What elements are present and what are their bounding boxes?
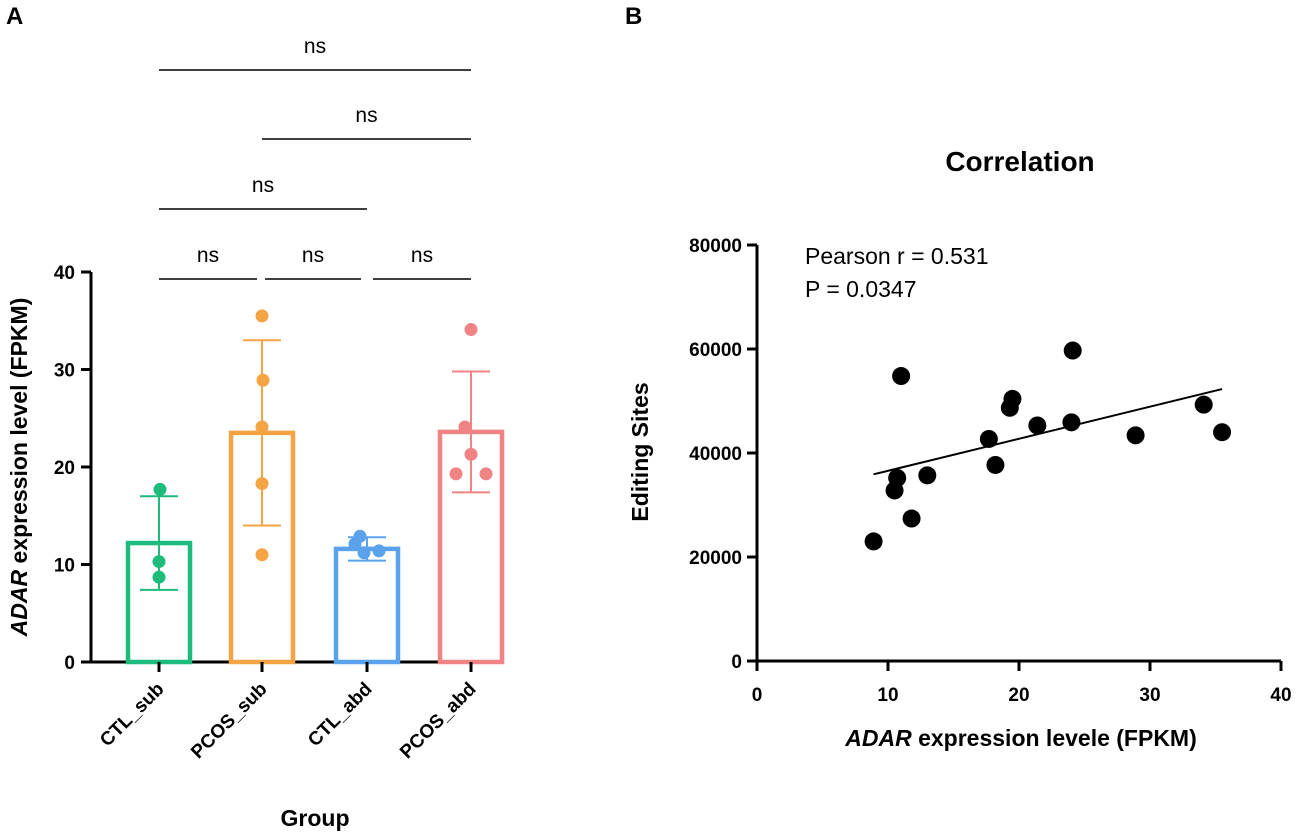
scatter-x-axis-title-rest: expression levele (FPKM)	[912, 725, 1197, 751]
data-point	[458, 420, 472, 434]
bar-category-label: CTL_sub	[96, 679, 168, 751]
panel-a-label: A	[6, 3, 23, 30]
data-point	[449, 467, 463, 481]
data-point	[255, 477, 269, 491]
scatter-point	[864, 532, 883, 551]
significance-label: ns	[302, 244, 324, 267]
scatter-point	[1062, 413, 1081, 432]
scatter-x-tick-label: 0	[752, 685, 763, 706]
pearson-r-annotation: Pearson r = 0.531	[805, 243, 988, 269]
significance-label: ns	[355, 104, 377, 127]
data-point	[255, 420, 269, 434]
scatter-chart-panel: Correlation 0 20000 40000 60000 80000 0 10 20 3…	[627, 146, 1292, 751]
scatter-point	[902, 509, 921, 528]
panel-b-label: B	[625, 3, 642, 30]
bar-y-tick-label: 0	[64, 653, 75, 674]
data-point	[152, 570, 166, 584]
bar-y-tick-label: 30	[54, 361, 75, 382]
data-point	[256, 373, 270, 387]
scatter-x-axis-title-gene: ADAR	[844, 725, 912, 751]
data-point	[464, 447, 478, 461]
bar-x-axis-title: Group	[281, 805, 350, 831]
bar-category-label: CTL_abd	[304, 679, 376, 751]
bar-y-axis-title-rest: expression level (FPKM)	[6, 298, 32, 570]
scatter-point	[918, 466, 937, 485]
significance-label: ns	[197, 244, 219, 267]
data-point	[255, 548, 269, 562]
data-point	[348, 537, 362, 551]
p-value-annotation: P = 0.0347	[805, 276, 917, 302]
scatter-point	[979, 429, 998, 448]
data-point	[153, 482, 167, 496]
data-point	[372, 544, 386, 558]
scatter-point	[986, 455, 1005, 474]
scatter-x-tick-label: 30	[1139, 685, 1160, 706]
scatter-y-tick-label: 0	[731, 652, 742, 673]
scatter-point	[1126, 426, 1145, 445]
scatter-title: Correlation	[945, 146, 1094, 177]
bar-y-axis-title: ADAR expression level (FPKM)	[6, 298, 32, 638]
scatter-point	[1213, 423, 1232, 442]
scatter-point	[892, 367, 911, 386]
bar-category-label: PCOS_abd	[396, 679, 480, 763]
scatter-y-axis-title: Editing Sites	[627, 382, 653, 521]
data-point	[479, 467, 493, 481]
data-point	[464, 323, 478, 337]
scatter-x-tick-label: 20	[1008, 685, 1029, 706]
bar-y-axis-title-gene: ADAR	[6, 570, 32, 638]
scatter-y-tick-label: 80000	[689, 236, 742, 257]
bar-chart-panel: 0 10 20 30 40 ns ns ns ns ns ns CTL_sub PCOS_sub CT…	[6, 35, 505, 831]
data-point	[255, 309, 269, 323]
scatter-x-tick-label: 40	[1270, 685, 1291, 706]
scatter-point	[1063, 341, 1082, 360]
data-point	[357, 546, 371, 560]
bar-y-tick-label: 40	[54, 263, 75, 284]
scatter-y-tick-label: 60000	[689, 340, 742, 361]
significance-label: ns	[252, 174, 274, 197]
significance-label: ns	[411, 244, 433, 267]
data-point	[152, 555, 166, 569]
scatter-x-tick-label: 10	[877, 685, 898, 706]
scatter-x-axis-title: ADAR expression levele (FPKM)	[844, 725, 1197, 751]
scatter-point	[1003, 389, 1022, 408]
bar-y-tick-label: 20	[54, 458, 75, 479]
bar	[333, 546, 401, 665]
scatter-point	[1028, 416, 1047, 435]
scatter-point	[1194, 395, 1213, 414]
bar-category-label: PCOS_sub	[187, 679, 271, 763]
regression-line	[873, 388, 1223, 476]
scatter-y-tick-label: 40000	[689, 444, 742, 465]
scatter-point	[888, 468, 907, 487]
bar-y-tick-label: 10	[54, 556, 75, 577]
scatter-y-tick-label: 20000	[689, 548, 742, 569]
significance-label: ns	[304, 35, 326, 58]
